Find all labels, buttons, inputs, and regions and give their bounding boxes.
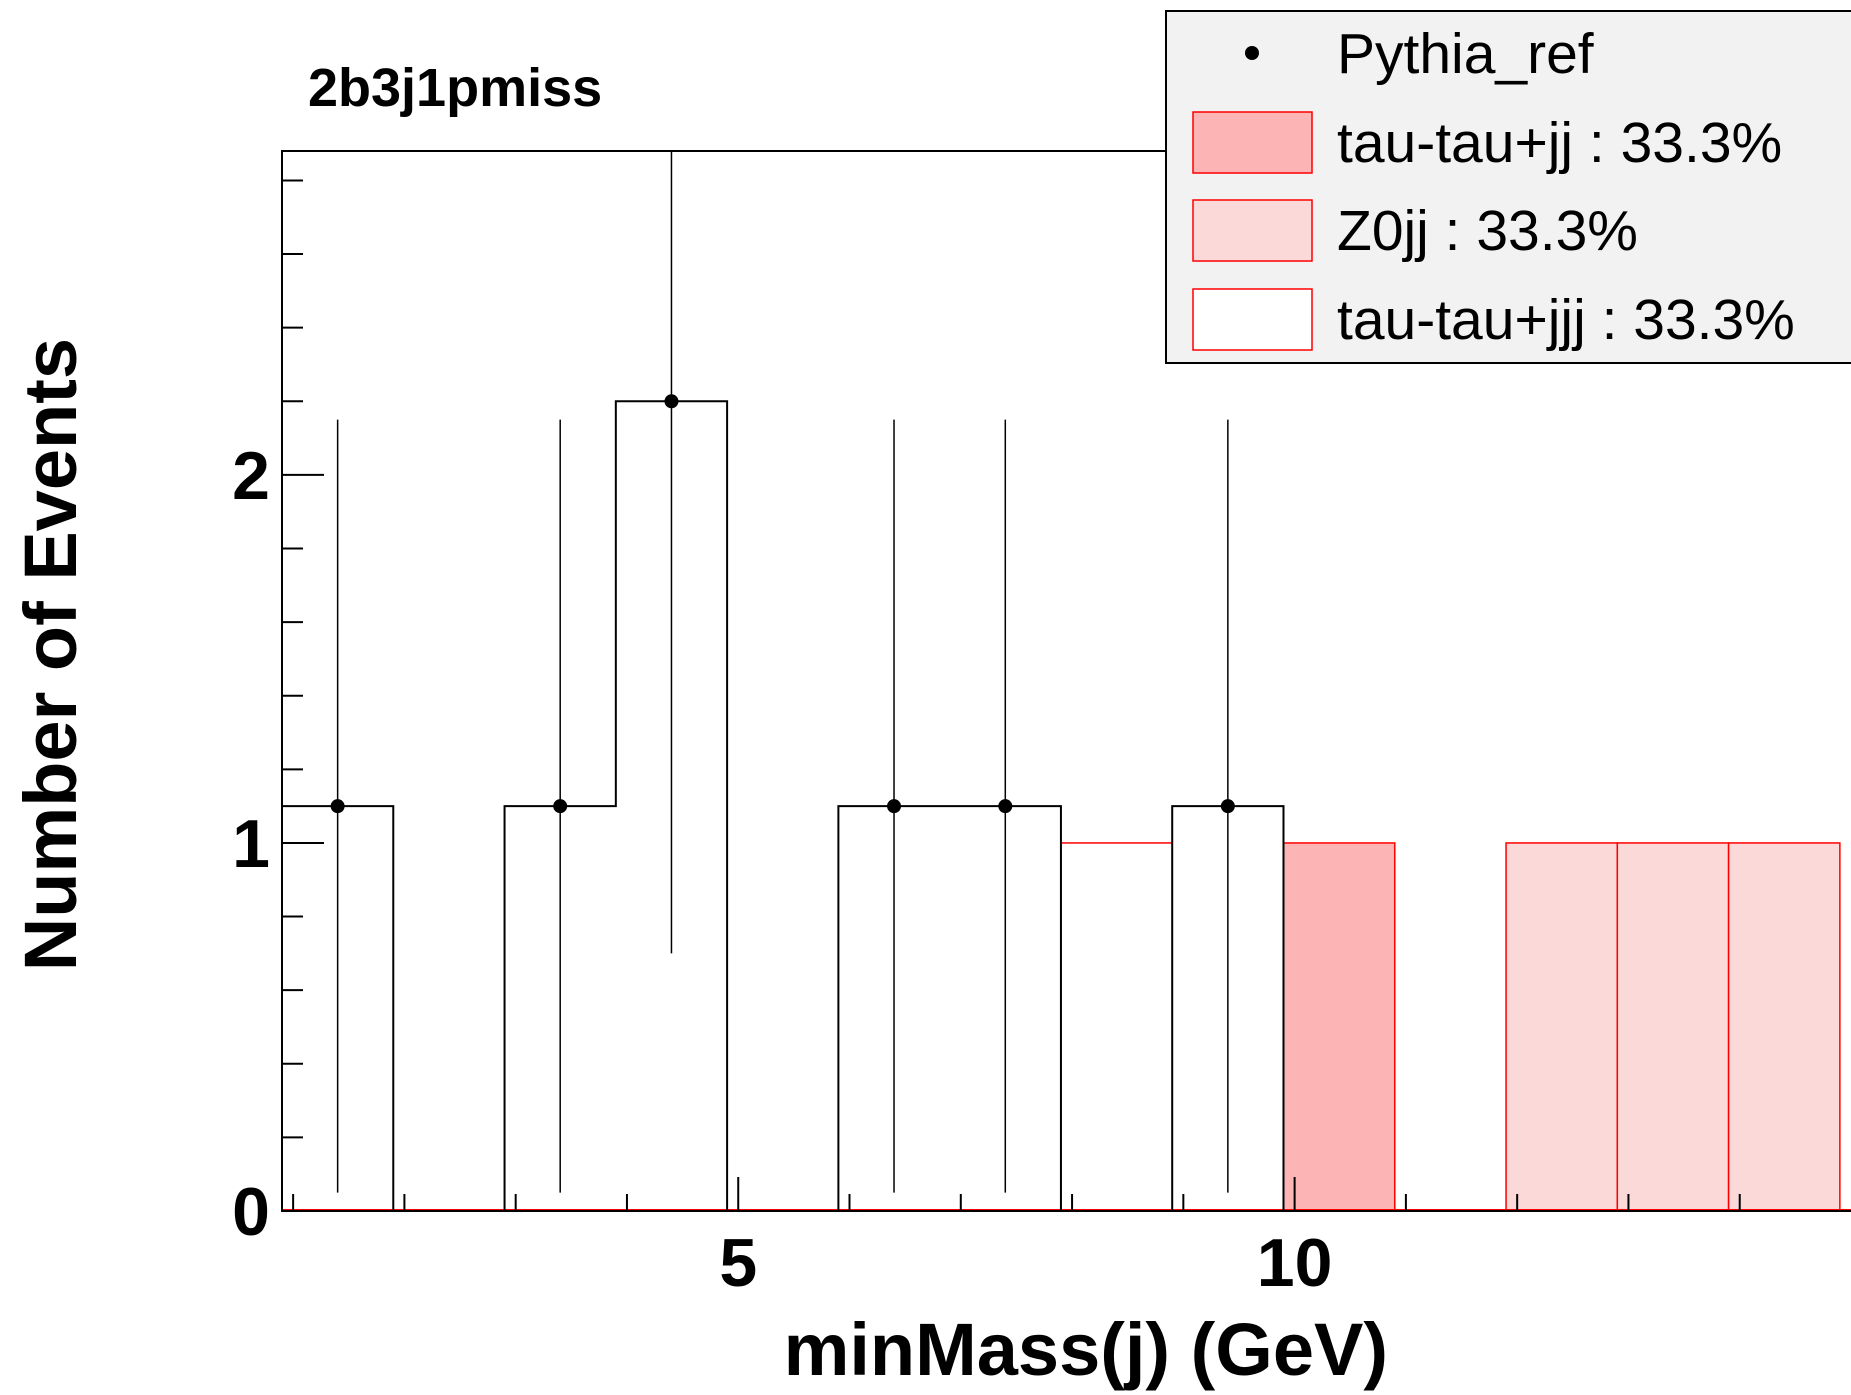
y-tick-label: 2 xyxy=(232,438,270,514)
y-tick-label: 0 xyxy=(232,1174,270,1250)
legend-marker-pythia-ref xyxy=(1245,46,1259,60)
y-axis-label: Number of Events xyxy=(9,338,92,971)
legend-label-tau-tau-jj: tau-tau+jj : 33.3% xyxy=(1337,111,1782,175)
legend-label-tau-tau-jjj: tau-tau+jjj : 33.3% xyxy=(1337,288,1795,352)
y-tick-label: 1 xyxy=(232,806,270,882)
plot-frame xyxy=(281,150,1851,1212)
axis-ticks: 0 1 2 5 10 xyxy=(232,179,1741,1301)
bar-0-9 xyxy=(1282,842,1396,1212)
legend-swatch-tau-tau-jjj xyxy=(1192,288,1313,351)
data-point-6 xyxy=(998,799,1013,814)
chart-title: 2b3j1pmiss xyxy=(308,58,602,118)
legend-swatch-tau-tau-jj xyxy=(1192,111,1313,174)
data-point-0 xyxy=(330,799,345,814)
data-point-5 xyxy=(887,799,902,814)
bar-1-11 xyxy=(1505,842,1619,1212)
bar-2-7 xyxy=(1060,842,1173,1212)
legend: Pythia_ref tau-tau+jj : 33.3% Z0jj : 33.… xyxy=(1165,10,1851,364)
bar-1-13 xyxy=(1727,842,1841,1212)
data-point-2 xyxy=(553,799,568,814)
data-point-8 xyxy=(1220,799,1235,814)
legend-swatch-z0jj xyxy=(1192,199,1313,262)
data-point-3 xyxy=(664,394,679,409)
bar-1-12 xyxy=(1616,842,1730,1212)
error-bars xyxy=(330,151,1235,1193)
legend-label-z0jj: Z0jj : 33.3% xyxy=(1337,199,1638,263)
x-axis-label: minMass(j) (GeV) xyxy=(784,1308,1388,1391)
stacked-histogram xyxy=(282,842,1851,1212)
legend-label-pythia-ref: Pythia_ref xyxy=(1337,22,1594,86)
x-tick-label: 5 xyxy=(719,1225,757,1301)
x-tick-label: 10 xyxy=(1257,1225,1333,1301)
